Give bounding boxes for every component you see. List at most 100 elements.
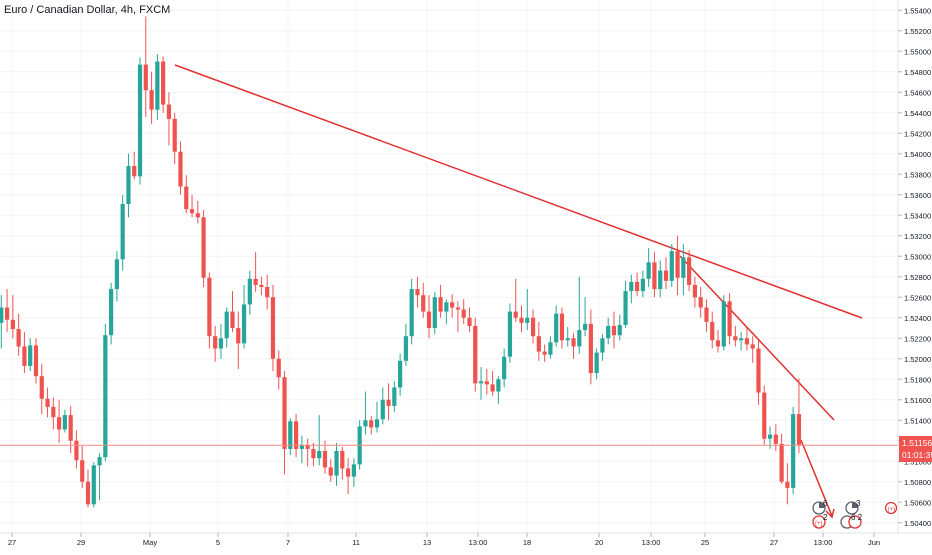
candle-body (461, 309, 466, 318)
candle-body (230, 311, 235, 328)
candle-down (438, 284, 443, 318)
candle-down (473, 317, 478, 392)
candle-down (4, 289, 10, 333)
candle-body (450, 302, 455, 308)
y-tick-label: 1.50400 (904, 519, 931, 528)
candle-up (374, 401, 380, 433)
candle-down (727, 293, 732, 345)
candle-down (22, 332, 27, 374)
candle-body (791, 414, 796, 488)
candle-body (109, 289, 114, 336)
candle-up (525, 289, 530, 331)
y-tick-label: 1.55000 (904, 47, 931, 56)
candle-body (525, 317, 530, 323)
candle-body (374, 419, 380, 428)
current-price-label: 1.51156 01:01:35 (899, 436, 932, 462)
candle-down (143, 16, 148, 117)
event-icon-e[interactable]: (+) (884, 501, 898, 515)
candle-body (715, 340, 721, 347)
event-icon-c[interactable]: (+) 2 (812, 513, 828, 529)
candle-up (392, 381, 397, 413)
candle-up (403, 323, 408, 366)
candle-body (409, 289, 414, 337)
candle-body (126, 166, 131, 204)
candle-down (663, 257, 669, 290)
candle-body (663, 270, 669, 281)
candle-up (0, 295, 4, 349)
candle-body (490, 384, 495, 392)
x-tick-label: 27 (8, 538, 16, 547)
candle-body (681, 257, 686, 278)
candle-up (114, 251, 119, 302)
candle-body (640, 278, 645, 292)
candle-down (39, 363, 44, 415)
x-tick-label: May (143, 538, 157, 547)
candle-down (322, 440, 328, 474)
time-axis[interactable]: 27 29 May 5 7 11 13 13:00 18 20 13:00 25 27 13:00 Jun (8, 533, 880, 547)
x-tick-label: 27 (770, 538, 778, 547)
candle-body (606, 325, 611, 339)
event-icon-d[interactable]: 6 2 (840, 513, 863, 529)
candle-body (565, 338, 570, 341)
candle-down (189, 194, 195, 218)
candle-down (369, 416, 374, 435)
price-axis[interactable]: 1.504001.506001.508001.510001.512001.514… (898, 6, 931, 528)
candle-body (97, 457, 102, 466)
candle-body (91, 465, 96, 505)
candle-body (455, 307, 461, 310)
candle-down (461, 299, 466, 324)
event-icon-b[interactable]: 3 (845, 499, 861, 515)
event-icon-a[interactable]: 6 (812, 499, 828, 515)
trendlines (174, 64, 863, 519)
candle-down (213, 325, 218, 362)
candle-down (635, 272, 640, 297)
candle-down (172, 112, 177, 164)
x-tick-label: 25 (701, 538, 709, 547)
candle-down (687, 250, 692, 292)
candle-down (386, 383, 391, 421)
candle-up (317, 415, 322, 466)
candle-body (33, 345, 39, 377)
candle-body (334, 451, 339, 476)
candle-down (161, 56, 166, 113)
y-tick-label: 1.53400 (904, 211, 931, 220)
candle-down (652, 252, 657, 298)
candle-body (51, 406, 56, 418)
candle-down (80, 445, 85, 488)
y-tick-label: 1.53000 (904, 252, 931, 261)
candle-body (340, 451, 345, 469)
candle-up (444, 299, 449, 324)
candle-down (340, 446, 345, 480)
candles (0, 16, 802, 508)
candle-up (120, 194, 125, 271)
candle-down (756, 340, 761, 405)
candle-body (502, 356, 507, 380)
candle-down (16, 313, 21, 356)
candle-body (299, 444, 304, 449)
candle-body (322, 451, 328, 468)
candle-body (548, 342, 553, 355)
event-icon-b-count: 3 (856, 499, 861, 508)
candle-body (698, 297, 703, 308)
candle-down (236, 311, 241, 369)
candle-body (68, 415, 73, 441)
candle-up (791, 406, 796, 495)
candle-body (762, 392, 767, 439)
y-tick-label: 1.53600 (904, 191, 931, 200)
y-tick-label: 1.52000 (904, 355, 931, 364)
candle-body (600, 338, 605, 353)
candle-body (542, 351, 547, 355)
y-tick-label: 1.54000 (904, 150, 931, 159)
y-tick-label: 1.54600 (904, 88, 931, 97)
candle-down (704, 299, 709, 333)
candle-up (565, 326, 570, 347)
candle-body (120, 203, 125, 260)
candle-down (201, 210, 206, 287)
candle-body (536, 336, 541, 352)
candle-body (496, 379, 501, 392)
candle-up (241, 284, 247, 349)
y-tick-label: 1.53800 (904, 170, 931, 179)
candle-down (467, 307, 472, 333)
